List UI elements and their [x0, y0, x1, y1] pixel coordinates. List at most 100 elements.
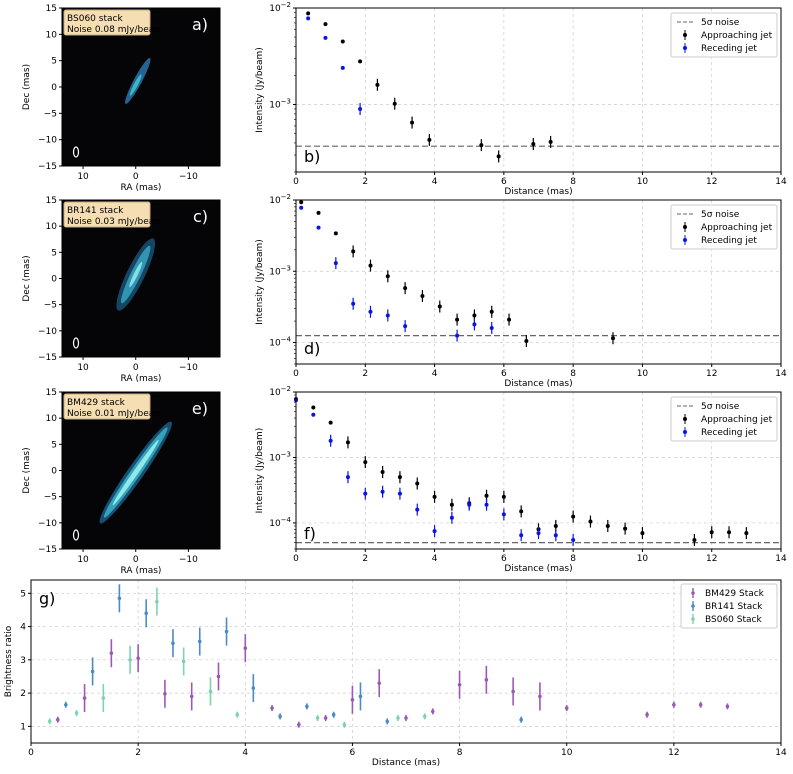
- x-tick-label: 2: [362, 554, 368, 564]
- x-tick-label: 10: [637, 177, 649, 187]
- panel-label: a): [192, 15, 208, 34]
- y-tick-label: 10−4: [269, 516, 291, 529]
- beam-ellipse: [72, 146, 80, 158]
- legend-approaching: Approaching jet: [701, 223, 773, 233]
- ratio-point: [323, 716, 328, 720]
- legend-approaching: Approaching jet: [701, 31, 773, 41]
- x-tick-label: 10: [77, 172, 89, 182]
- y-tick-label: 15: [46, 196, 57, 206]
- receding-point: [351, 301, 356, 306]
- x-tick-label: 10: [637, 554, 649, 564]
- receding-point: [368, 309, 373, 314]
- ratio-point: [404, 716, 408, 720]
- stack-title: BR141 stack: [67, 206, 124, 216]
- approaching-point: [479, 143, 484, 148]
- approaching-point: [311, 405, 316, 410]
- y-tick-label: 10−3: [269, 98, 291, 111]
- legend-receding: Receding jet: [701, 236, 757, 246]
- approaching-point: [368, 263, 373, 268]
- x-axis-label: Distance (mas): [372, 758, 440, 768]
- approaching-point: [420, 293, 425, 298]
- y-tick-label: 5: [51, 440, 57, 450]
- receding-point: [363, 491, 368, 496]
- approaching-point: [340, 39, 345, 44]
- y-tick-label: −5: [44, 109, 57, 119]
- y-axis-label: Dec (mas): [22, 64, 32, 110]
- ratio-point: [457, 682, 462, 687]
- x-tick-label: 0: [133, 172, 139, 182]
- ratio-point: [385, 719, 390, 724]
- y-tick-label: 10−3: [269, 264, 291, 277]
- ratio-point: [128, 658, 132, 662]
- legend-receding: Receding jet: [701, 44, 757, 54]
- x-tick-label: 14: [775, 554, 787, 564]
- legend-entry: BM429 Stack: [705, 589, 765, 599]
- y-tick-label: −5: [44, 301, 57, 311]
- y-tick-label: 4: [20, 623, 26, 633]
- approaching-point: [553, 523, 558, 528]
- approaching-point: [692, 537, 697, 542]
- receding-point: [489, 325, 494, 330]
- receding-point: [328, 438, 333, 443]
- approaching-point: [410, 120, 415, 125]
- y-tick-label: 3: [20, 656, 26, 666]
- receding-point: [467, 502, 472, 507]
- approaching-point: [328, 420, 333, 425]
- ratio-point: [224, 629, 229, 634]
- ratio-point: [538, 694, 542, 699]
- ratio-point: [377, 681, 382, 685]
- ratio-point: [511, 689, 515, 694]
- legend-dot: [691, 604, 695, 608]
- x-tick-label: 14: [775, 748, 787, 758]
- receding-point: [397, 491, 402, 496]
- stack-info-box: [63, 393, 151, 420]
- y-tick-label: 15: [46, 4, 57, 14]
- stack-title: BM429 stack: [67, 398, 126, 408]
- y-tick-label: 0: [51, 275, 57, 285]
- approaching-point: [437, 304, 442, 309]
- plot-frame: [30, 579, 782, 744]
- receding-point: [385, 313, 390, 318]
- approaching-point: [358, 59, 363, 64]
- x-tick-label: 2: [135, 748, 141, 758]
- y-tick-label: 0: [51, 467, 57, 477]
- ratio-point: [519, 717, 523, 722]
- x-axis-label: RA (mas): [121, 374, 162, 384]
- approaching-point: [727, 530, 732, 535]
- legend-noise: 5σ noise: [701, 402, 740, 412]
- approaching-point: [403, 286, 408, 291]
- y-axis-label: Dec (mas): [22, 255, 32, 301]
- y-tick-label: −5: [44, 493, 57, 503]
- x-axis-label: RA (mas): [121, 566, 162, 576]
- y-tick-label: −10: [38, 519, 57, 529]
- receding-point: [415, 507, 420, 512]
- approaching-point: [432, 494, 437, 499]
- approaching-point: [392, 101, 397, 106]
- ratio-point: [90, 669, 95, 674]
- ratio-point: [243, 646, 248, 650]
- ratio-point: [155, 599, 159, 604]
- y-axis-label: Dec (mas): [22, 447, 32, 493]
- approaching-point: [610, 336, 615, 341]
- approaching-point: [427, 137, 432, 142]
- approaching-point: [333, 231, 338, 236]
- ratio-point: [270, 706, 274, 710]
- receding-point: [553, 533, 558, 538]
- ratio-point: [189, 694, 194, 699]
- ratio-point: [171, 641, 175, 646]
- ratio-point: [144, 611, 148, 616]
- panel-label: g): [39, 589, 55, 608]
- ratio-point: [55, 717, 60, 722]
- y-tick-label: 0: [51, 83, 57, 93]
- x-tick-label: 0: [293, 554, 299, 564]
- approaching-point: [709, 530, 714, 535]
- x-tick-label: 6: [501, 554, 507, 564]
- approaching-point: [449, 502, 454, 507]
- x-tick-label: 6: [501, 177, 507, 187]
- ratio-point: [136, 656, 140, 660]
- approaching-point: [385, 274, 390, 279]
- approaching-point: [588, 519, 593, 524]
- ratio-point: [109, 651, 114, 655]
- approaching-point: [605, 523, 610, 528]
- ratio-point: [430, 709, 435, 714]
